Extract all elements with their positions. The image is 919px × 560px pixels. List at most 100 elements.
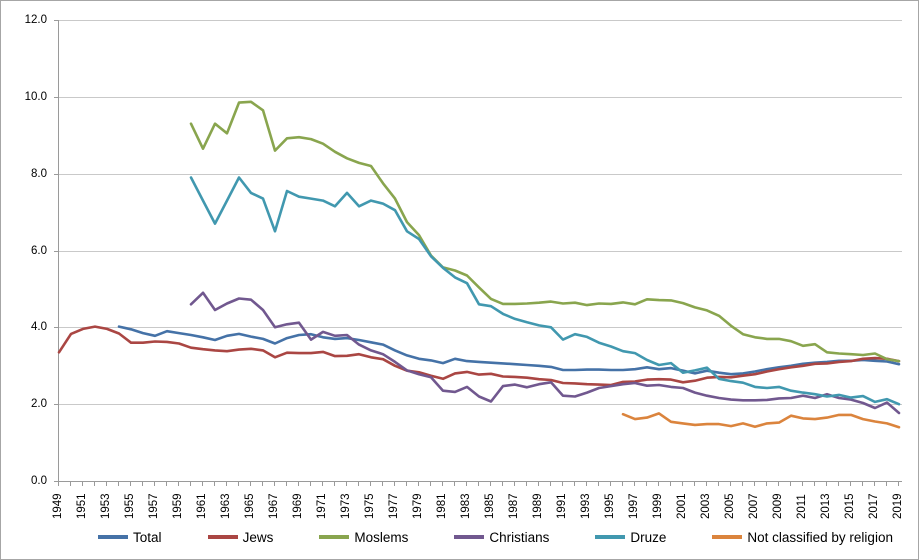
x-axis-tick-label: 1957: [148, 493, 160, 519]
x-axis-tick-label: 1985: [484, 493, 496, 519]
y-axis-tick-label: 6.0: [31, 244, 47, 257]
legend-item-druze: Druze: [595, 530, 666, 545]
series-lines: [57, 100, 901, 429]
gridline: [59, 250, 902, 252]
x-axis-tick-label: 2019: [892, 493, 904, 519]
x-axis-tick-label: 1959: [172, 493, 184, 519]
x-axis-tick: [154, 482, 155, 486]
x-axis-tick: [766, 482, 767, 486]
x-axis-tick: [682, 482, 683, 486]
x-axis-tick: [202, 482, 203, 486]
series-line-not-classified-by-religion: [621, 412, 901, 429]
y-axis-tick-label: 4.0: [31, 321, 47, 334]
x-axis-tick-label: 1967: [268, 493, 280, 519]
x-axis-tick-label: 1973: [340, 493, 352, 519]
legend-label: Christians: [489, 529, 550, 545]
legend-item-christians: Christians: [454, 530, 549, 545]
x-axis-tick: [574, 482, 575, 486]
x-axis-tick-label: 2003: [700, 493, 712, 519]
x-axis-tick: [94, 482, 95, 486]
series-line-jews: [57, 325, 901, 387]
x-axis-tick-label: 2013: [820, 493, 832, 519]
legend-line-swatch: [207, 535, 238, 539]
x-axis-tick: [538, 482, 539, 486]
legend-line-swatch: [319, 535, 350, 539]
x-axis-tick-label: 1981: [436, 493, 448, 519]
x-axis-tick: [550, 482, 551, 486]
y-axis-tick: [54, 96, 58, 98]
x-axis-tick-label: 1953: [100, 493, 112, 519]
x-axis-tick: [562, 482, 563, 486]
x-axis-tick: [802, 482, 803, 486]
x-axis-tick: [874, 482, 875, 486]
x-axis-tick: [454, 482, 455, 486]
x-axis-tick: [814, 482, 815, 486]
x-axis-tick: [406, 482, 407, 486]
legend-item-jews: Jews: [207, 529, 274, 545]
x-axis-tick: [250, 482, 251, 486]
x-axis-tick: [370, 482, 371, 486]
y-axis-tick-label: 10.0: [24, 90, 47, 103]
series-line-christians: [189, 291, 901, 415]
x-axis-tick: [586, 482, 587, 486]
x-axis-tick: [886, 482, 887, 486]
legend-label: Not classified by religion: [747, 529, 893, 545]
x-axis-tick-label: 1955: [124, 493, 136, 519]
x-axis-tick: [142, 482, 143, 486]
gridline: [59, 20, 902, 21]
y-axis-tick: [54, 404, 58, 406]
x-axis-tick: [634, 482, 635, 486]
x-axis-tick: [298, 482, 299, 486]
x-axis-tick: [706, 482, 707, 486]
x-axis-tick-label: 1993: [580, 493, 592, 519]
x-axis-tick: [826, 482, 827, 486]
x-axis-tick: [502, 482, 503, 486]
y-axis-tick-label: 12.0: [24, 14, 47, 26]
x-axis-tick-label: 1999: [652, 493, 664, 519]
y-axis-tick-label: 0.0: [31, 475, 47, 487]
x-axis-tick-label: 1977: [388, 493, 400, 519]
x-axis-tick-label: 1951: [76, 493, 88, 519]
x-axis-tick-label: 1989: [532, 493, 544, 519]
legend-item-not-classified-by-religion: Not classified by religion: [712, 530, 893, 545]
legend: Total Jews Moslems Christians Druze Not class…: [1, 525, 918, 549]
y-axis-tick: [54, 20, 58, 21]
legend-label: Total: [133, 529, 162, 545]
x-axis-tick-label: 1963: [220, 493, 232, 519]
plot-area: [57, 20, 902, 482]
x-axis-tick-label: 1987: [508, 493, 520, 519]
x-axis-tick: [238, 482, 239, 486]
x-axis-tick: [778, 482, 779, 486]
y-axis-tick-label: 8.0: [31, 167, 47, 180]
x-axis-tick: [862, 482, 863, 486]
legend-label: Jews: [242, 529, 274, 545]
x-axis-tick: [286, 482, 287, 486]
gridline: [59, 173, 902, 175]
x-axis-tick: [358, 482, 359, 486]
x-axis-tick: [190, 482, 191, 486]
x-axis-tick: [466, 482, 467, 486]
y-axis-tick: [54, 327, 58, 329]
legend-item-total: Total: [98, 530, 162, 545]
x-axis-tick-label: 1949: [52, 493, 64, 519]
x-axis-tick: [610, 482, 611, 486]
x-axis-tick: [322, 482, 323, 486]
series-line-druze: [189, 176, 901, 406]
x-axis-tick: [730, 482, 731, 486]
y-axis-tick: [54, 250, 58, 252]
x-axis-tick: [178, 482, 179, 486]
x-axis-tick: [70, 482, 71, 486]
legend-item-moslems: Moslems: [319, 530, 408, 545]
x-axis-tick-label: 1975: [364, 493, 376, 519]
series-line-moslems: [189, 100, 901, 363]
x-axis-tick: [118, 482, 119, 486]
x-axis-tick-label: 2017: [868, 493, 880, 519]
series-line-total: [117, 325, 901, 376]
x-axis-tick-label: 2011: [796, 494, 808, 519]
x-axis-tick: [754, 482, 755, 486]
x-axis-tick: [106, 482, 107, 486]
x-axis-tick: [130, 482, 131, 486]
x-axis-tick: [658, 482, 659, 486]
x-axis-tick: [214, 482, 215, 486]
